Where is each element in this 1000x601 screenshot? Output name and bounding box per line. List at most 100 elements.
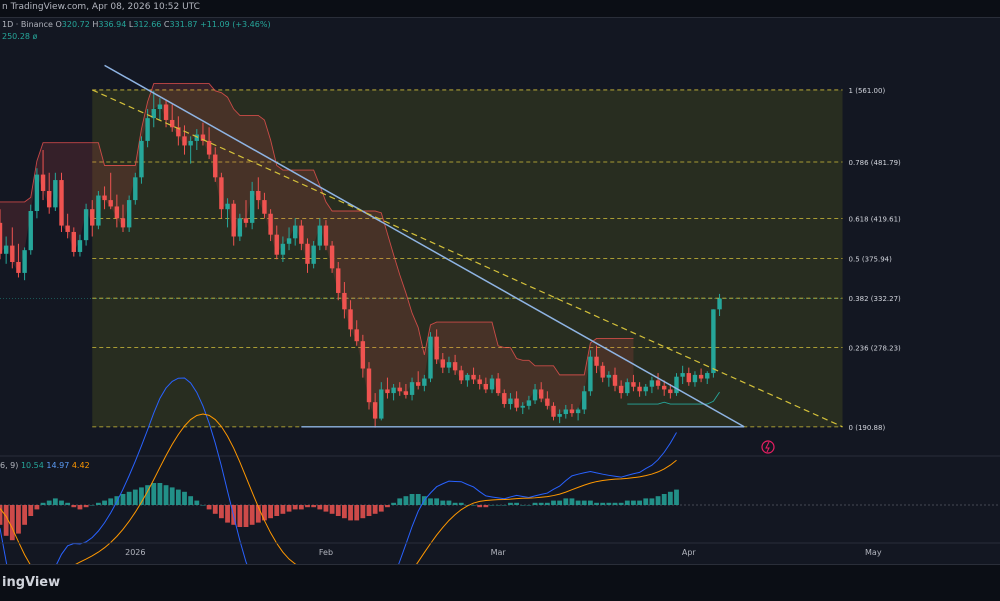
candle-body: [354, 329, 359, 342]
candle-body: [655, 380, 661, 386]
candle-body: [680, 373, 685, 377]
candle-body: [459, 370, 464, 381]
candle-body: [286, 238, 292, 244]
macd-histogram-bar: [274, 505, 280, 516]
candle-body: [65, 225, 70, 232]
macd-histogram-bar: [551, 500, 556, 505]
candle-body: [637, 386, 642, 392]
macd-histogram-bar: [452, 502, 458, 505]
macd-histogram-bar: [378, 505, 384, 512]
candle-body: [391, 387, 396, 394]
macd-histogram-bar: [544, 502, 550, 505]
macd-histogram-bar: [268, 505, 273, 519]
candle-body: [90, 209, 95, 226]
macd-histogram-bar: [108, 498, 114, 505]
time-tick-label: Feb: [319, 548, 333, 557]
candle-body: [213, 154, 218, 178]
fib-level-label: 0.382 (332.27): [849, 295, 901, 303]
macd-histogram-bar: [145, 485, 150, 505]
macd-histogram-bar: [169, 487, 175, 505]
alert-icon[interactable]: [761, 440, 775, 454]
macd-histogram-bar: [520, 505, 526, 506]
candle-body: [305, 243, 310, 264]
candle-body: [188, 140, 193, 146]
candle-body: [59, 180, 64, 226]
candle-body: [83, 209, 89, 241]
candle-body: [163, 104, 169, 120]
macd-histogram-bar: [298, 505, 304, 510]
symbol-label[interactable]: 1D · Binance: [2, 20, 53, 29]
macd-histogram-bar: [385, 505, 390, 508]
fib-retracement: 1 (561.00) 0.786 (481.79) 0.618 (419.61) 0.…: [0, 87, 901, 432]
candle-body: [446, 362, 452, 368]
macd-histogram-bar: [446, 500, 452, 505]
macd-histogram-bar: [514, 502, 519, 505]
candle-body: [108, 200, 113, 207]
candle-body: [206, 140, 212, 155]
candle-body: [40, 174, 46, 191]
candle-body: [102, 195, 107, 201]
candle-body: [182, 136, 187, 146]
macd-histogram-bar: [489, 505, 495, 506]
candle-body: [268, 213, 273, 235]
candle-body: [440, 359, 445, 368]
macd-histogram-bar: [335, 505, 341, 516]
candle-body: [157, 104, 163, 110]
macd-histogram-bar: [348, 505, 353, 521]
ma-value: 250.28: [2, 32, 30, 41]
candle-body: [692, 374, 698, 383]
macd-histogram-bar: [508, 502, 513, 505]
candle-body: [422, 378, 427, 386]
eye-icon[interactable]: ø: [32, 32, 38, 41]
macd-histogram-bar: [212, 505, 218, 514]
candle-body: [16, 261, 21, 273]
macd-histogram-bar: [59, 500, 64, 505]
macd-histogram-bar: [667, 491, 673, 505]
macd-histogram-bar: [175, 489, 181, 505]
candle-body: [348, 309, 353, 330]
macd-histogram-bar: [612, 502, 618, 505]
macd-histogram-bar: [286, 505, 292, 512]
candle-body: [575, 409, 581, 414]
candle-body: [489, 378, 495, 390]
candle-body: [280, 243, 286, 255]
macd-legend: 6, 9) 10.54 14.97 4.42: [0, 461, 90, 470]
fib-level-label: 0.786 (481.79): [849, 159, 901, 167]
candle-body: [582, 391, 587, 410]
candle-body: [126, 200, 132, 228]
candle-body: [293, 225, 298, 239]
macd-histogram-bar: [661, 494, 667, 505]
candle-body: [256, 190, 261, 201]
time-tick-label: 2026: [125, 548, 145, 557]
macd-histogram-bar: [305, 505, 310, 508]
candle-body: [711, 309, 716, 374]
macd-histogram-bar: [219, 505, 224, 519]
candle-body: [643, 386, 648, 392]
candle-body: [237, 218, 243, 237]
candle-body: [606, 374, 612, 378]
candle-body: [225, 203, 230, 210]
candle-body: [600, 365, 605, 378]
macd-histogram-bar: [292, 505, 298, 510]
macd-histogram-bar: [342, 505, 347, 519]
candle-body: [717, 298, 722, 310]
macd-histogram-bar: [588, 500, 593, 505]
candle-body: [625, 382, 630, 394]
macd-histogram-bar: [0, 505, 3, 525]
macd-histogram-bar: [182, 491, 187, 505]
candle-body: [71, 231, 76, 252]
macd-histogram-bar: [89, 505, 95, 506]
macd-histogram-bar: [96, 502, 101, 505]
macd-histogram-bar: [311, 505, 317, 508]
macd-histogram-bar: [403, 496, 409, 505]
candle-body: [428, 336, 433, 379]
candle-body: [22, 250, 27, 273]
macd-value: 10.54: [20, 461, 44, 470]
macd-histogram-bar: [372, 505, 378, 514]
macd-histogram-bar: [139, 487, 144, 505]
fib-level-label: 1 (561.00): [849, 87, 886, 95]
macd-histogram-bar: [16, 505, 21, 534]
macd-histogram-bar: [569, 498, 575, 505]
macd-histogram-bar: [637, 500, 642, 505]
